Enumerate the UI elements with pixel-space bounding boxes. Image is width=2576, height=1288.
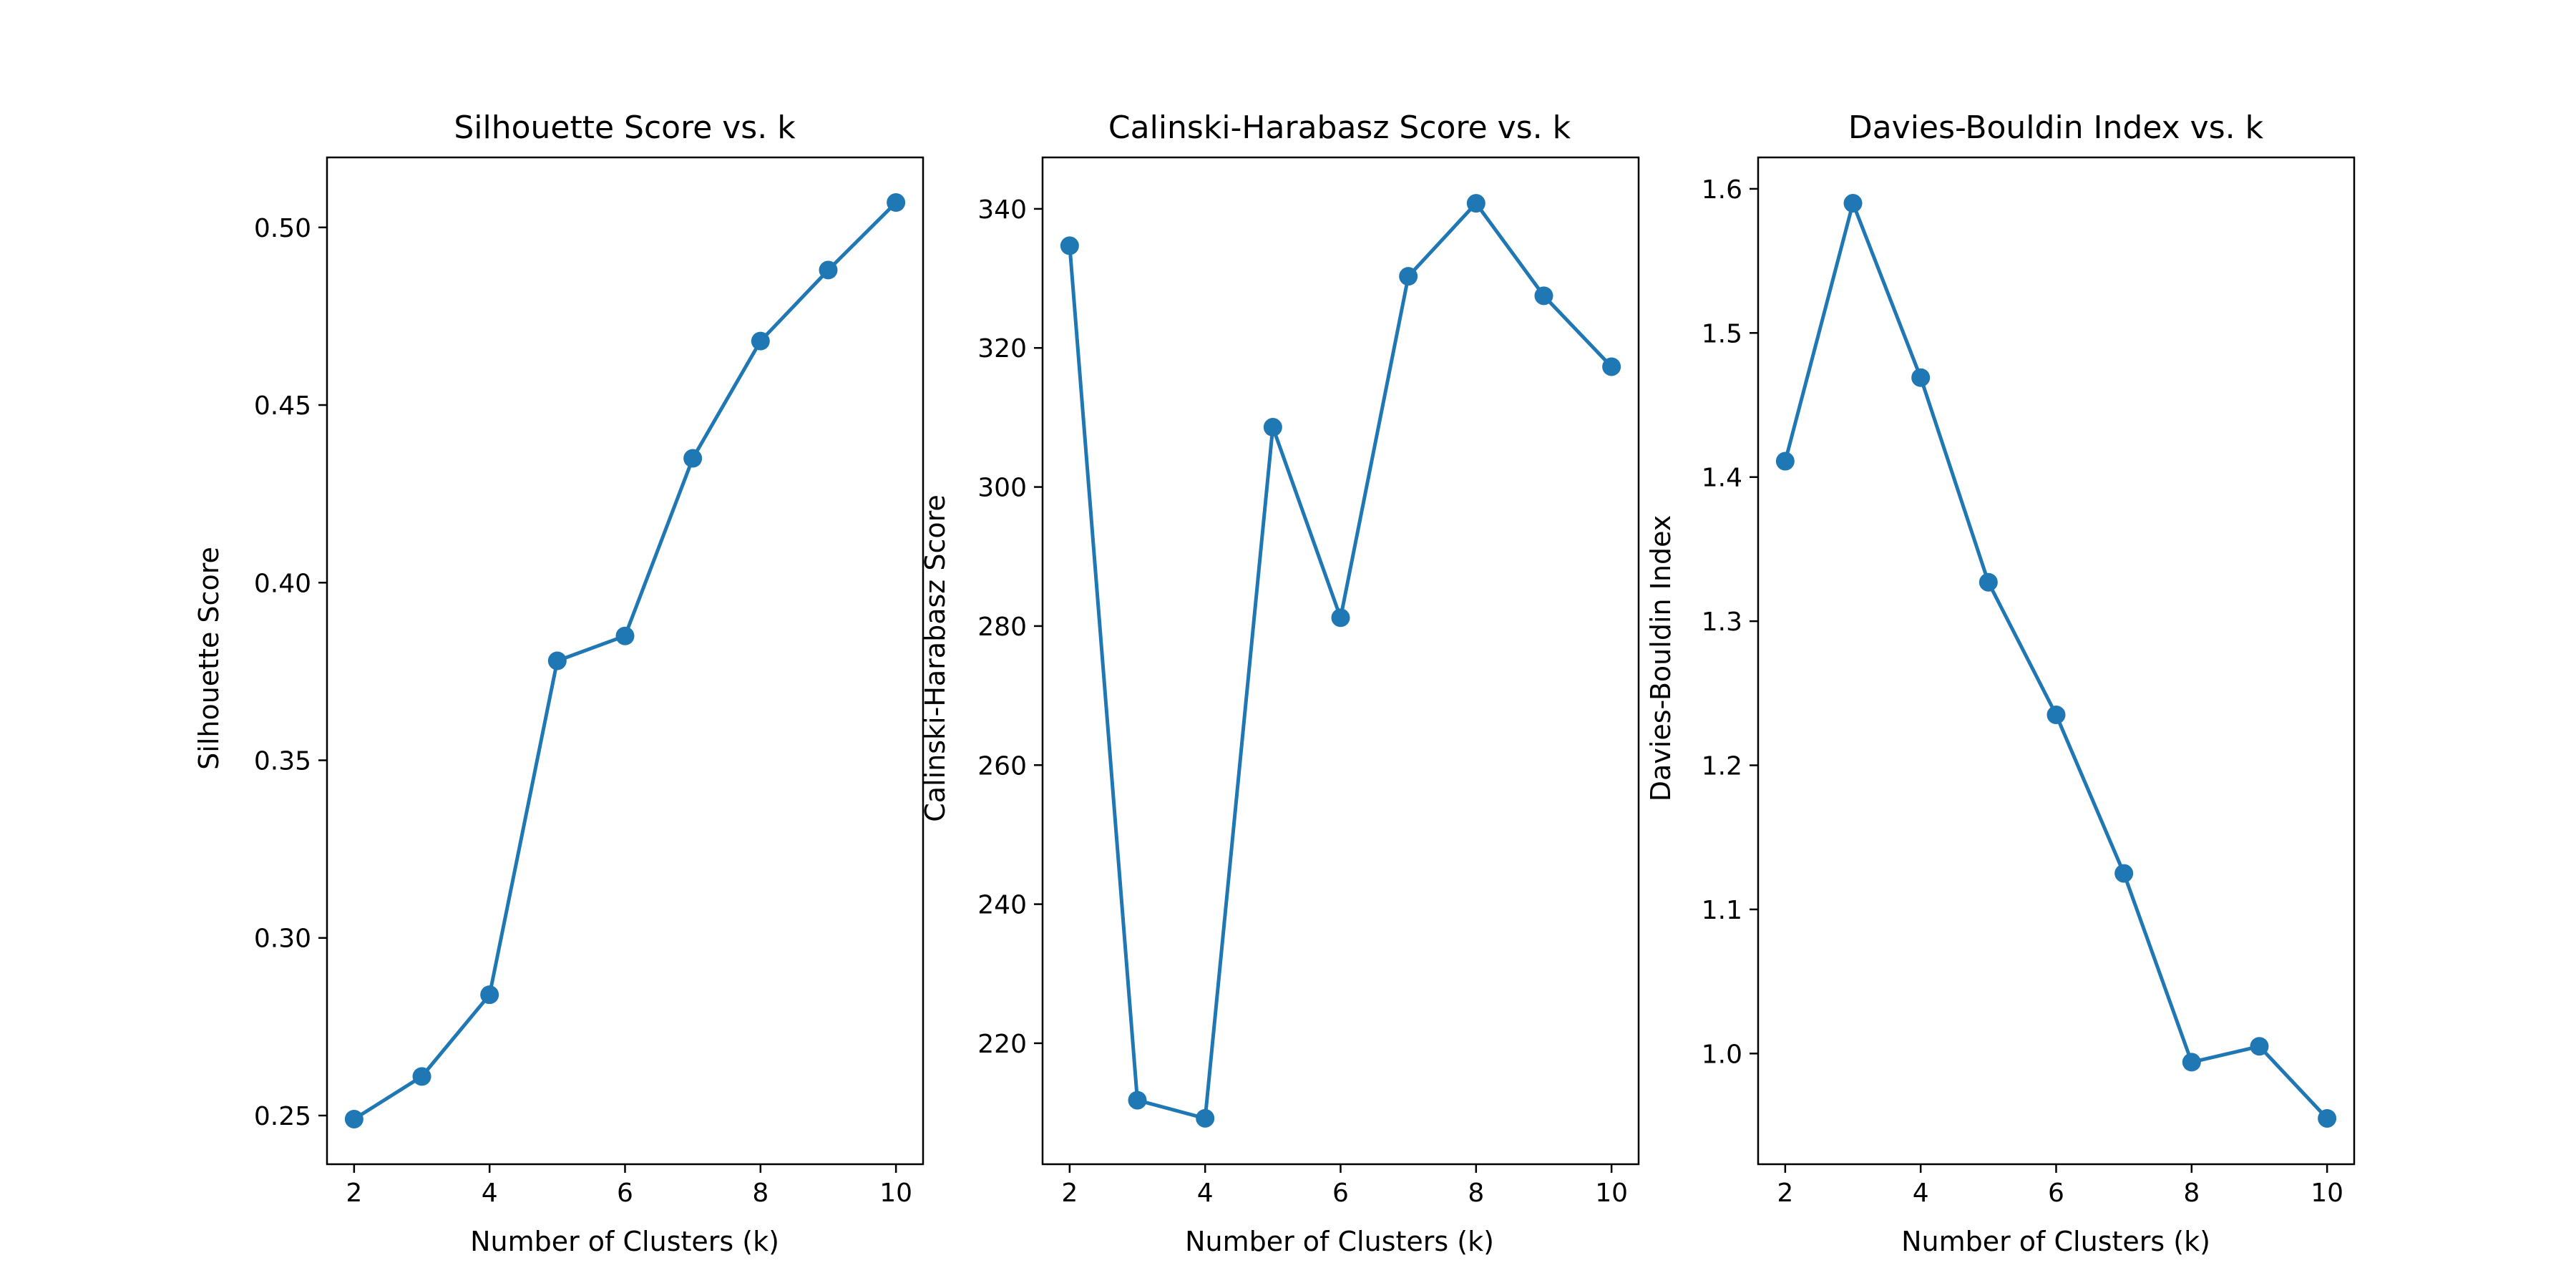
x-tick-label: 2	[1061, 1179, 1078, 1208]
x-tick-label: 6	[617, 1179, 633, 1208]
chart-title: Calinski-Harabasz Score vs. k	[1108, 109, 1571, 146]
data-point	[1911, 368, 1931, 387]
y-axis-label: Davies-Bouldin Index	[1645, 515, 1677, 802]
data-point	[1331, 608, 1350, 628]
data-point	[887, 193, 906, 213]
chart-title: Silhouette Score vs. k	[454, 109, 796, 146]
data-point	[1060, 236, 1079, 255]
data-point	[1843, 194, 1863, 213]
y-tick-label: 1.4	[1702, 464, 1742, 493]
y-tick-label: 0.25	[254, 1102, 311, 1131]
y-axis-label: Calinski-Harabasz Score	[919, 494, 951, 822]
data-point	[1196, 1108, 1215, 1128]
axes-frame	[326, 156, 924, 1166]
data-point	[2318, 1108, 2337, 1128]
x-tick-label: 6	[2048, 1179, 2064, 1208]
data-point	[751, 331, 770, 351]
x-tick-label: 4	[1913, 1179, 1929, 1208]
y-tick-label: 1.0	[1702, 1040, 1742, 1069]
data-point	[1534, 286, 1553, 306]
x-tick-label: 8	[752, 1179, 769, 1208]
x-tick-label: 2	[1777, 1179, 1793, 1208]
x-tick-label: 8	[1468, 1179, 1484, 1208]
plot-area: 2 4 6 8 10 1.0 1.1 1.2 1.3 1.4 1.5 1.6	[1702, 156, 2356, 1208]
data-point	[1399, 267, 1418, 286]
subplot-davies-bouldin: Davies-Bouldin Index vs. k Number of Clu…	[1645, 109, 2356, 1257]
y-tick-label: 0.35	[254, 747, 311, 776]
y-axis-label: Silhouette Score	[193, 547, 225, 770]
x-tick-label: 4	[482, 1179, 498, 1208]
y-tick-label: 260	[977, 751, 1027, 781]
y-tick-label: 0.50	[254, 214, 311, 243]
data-point	[2182, 1053, 2201, 1072]
y-tick-label: 0.30	[254, 924, 311, 954]
x-tick-label: 4	[1197, 1179, 1214, 1208]
x-tick-label: 2	[346, 1179, 362, 1208]
data-point	[1775, 452, 1795, 471]
x-axis-label: Number of Clusters (k)	[1185, 1226, 1494, 1257]
y-tick-label: 1.3	[1702, 608, 1742, 637]
x-tick-label: 10	[879, 1179, 912, 1208]
x-tick-label: 6	[1332, 1179, 1349, 1208]
data-point	[547, 651, 567, 670]
x-tick-label: 10	[2311, 1179, 2343, 1208]
data-point	[2046, 706, 2066, 725]
data-point	[1466, 194, 1485, 213]
data-point	[1128, 1091, 1147, 1110]
y-tick-label: 1.5	[1702, 319, 1742, 348]
y-tick-label: 300	[977, 474, 1027, 503]
y-tick-label: 0.40	[254, 569, 311, 598]
axes-frame	[1041, 156, 1640, 1166]
plot-area: 2 4 6 8 10 220 240 260 280 300 320 340	[977, 156, 1640, 1208]
chart-title: Davies-Bouldin Index vs. k	[1848, 109, 2264, 146]
data-point	[1979, 572, 1998, 592]
y-tick-label: 340	[977, 195, 1027, 225]
y-tick-label: 0.45	[254, 391, 311, 421]
x-tick-label: 8	[2183, 1179, 2200, 1208]
y-tick-label: 320	[977, 334, 1027, 364]
data-point	[819, 260, 838, 280]
data-point	[615, 626, 635, 645]
y-tick-label: 1.2	[1702, 752, 1742, 781]
data-point	[683, 449, 703, 468]
y-tick-label: 240	[977, 891, 1027, 920]
data-point	[480, 985, 499, 1005]
y-tick-label: 1.1	[1702, 896, 1742, 925]
data-point	[1602, 357, 1621, 376]
x-axis-label: Number of Clusters (k)	[470, 1226, 779, 1257]
data-point	[1263, 418, 1282, 437]
data-point	[344, 1109, 364, 1128]
subplot-calinski-harabasz: Calinski-Harabasz Score vs. k Number of …	[919, 109, 1640, 1257]
x-axis-label: Number of Clusters (k)	[1901, 1226, 2210, 1257]
y-tick-label: 1.6	[1702, 175, 1742, 205]
data-point	[2114, 864, 2134, 883]
data-point	[412, 1067, 431, 1086]
subplot-silhouette: Silhouette Score vs. k Number of Cluster…	[193, 109, 924, 1257]
y-tick-label: 220	[977, 1030, 1027, 1059]
y-tick-label: 280	[977, 613, 1027, 642]
axes-frame	[1757, 156, 2356, 1166]
x-tick-label: 10	[1595, 1179, 1628, 1208]
plot-area: 2 4 6 8 10 0.25 0.30 0.35 0.40 0.45 0.50	[254, 156, 924, 1208]
data-point	[2250, 1037, 2269, 1056]
